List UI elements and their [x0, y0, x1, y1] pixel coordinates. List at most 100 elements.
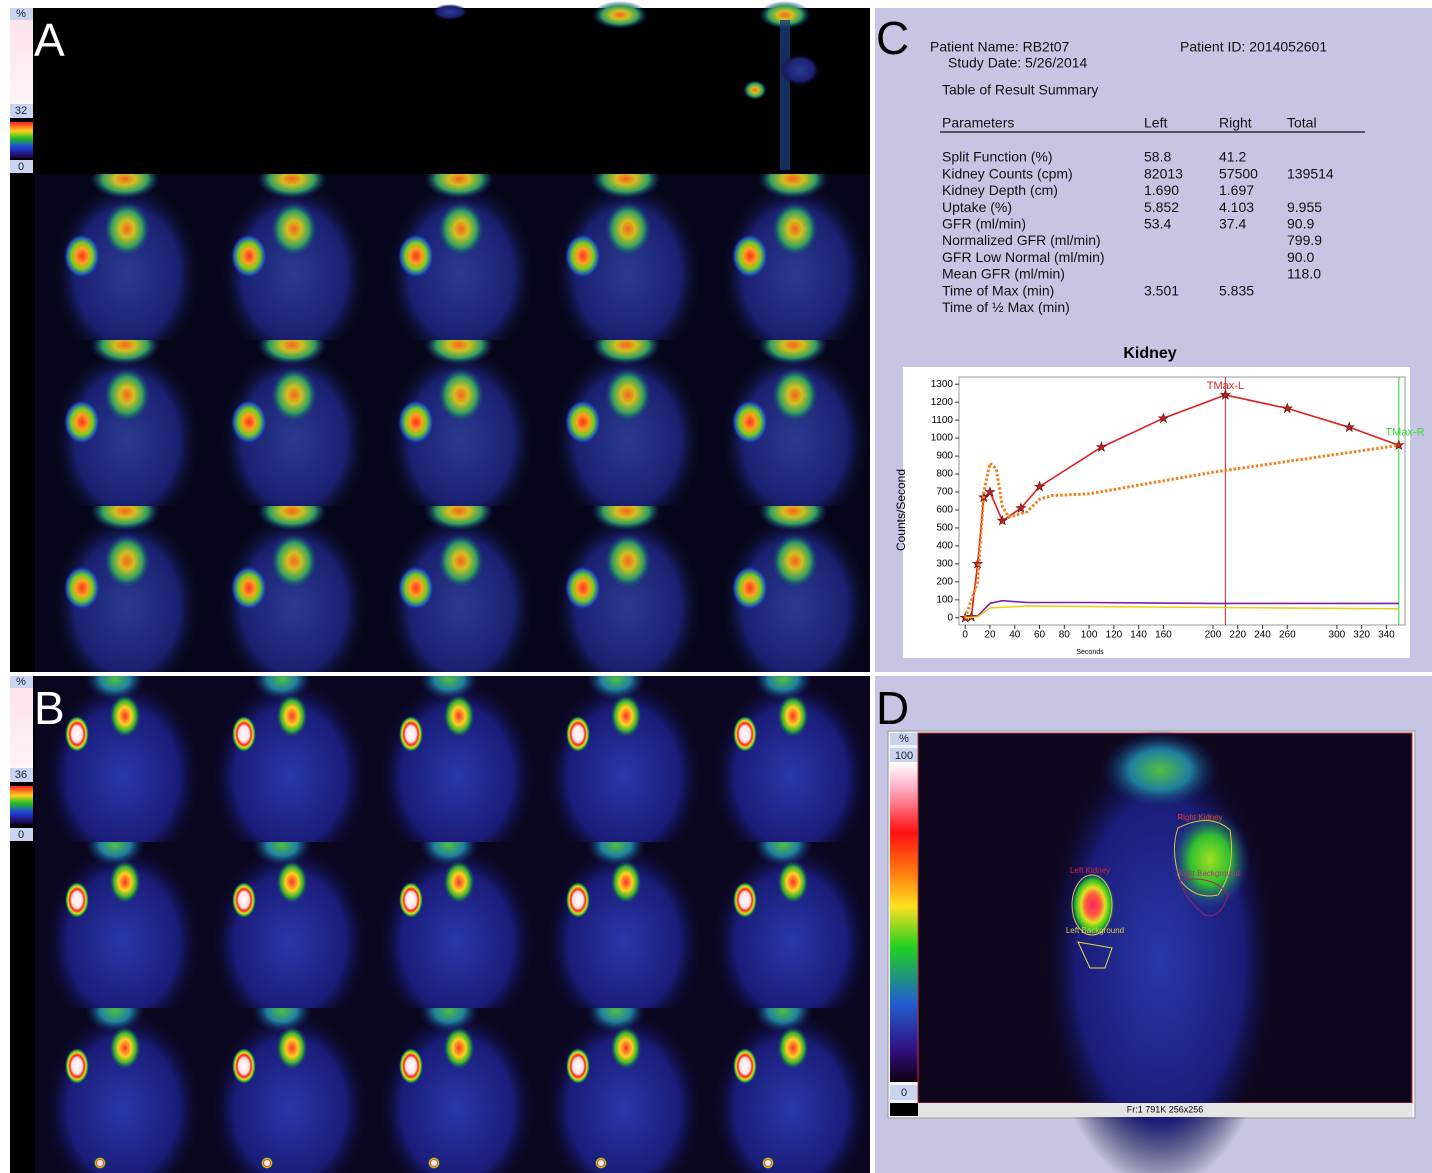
uptake	[592, 1, 648, 29]
marker	[1393, 439, 1405, 451]
table-cell: 57500	[1219, 165, 1258, 181]
vessel	[780, 20, 790, 170]
colorbar-pink	[10, 676, 33, 770]
chart: 0100200300400500600700800900100011001200…	[931, 377, 1425, 641]
roi	[1077, 941, 1113, 969]
panel-label: A	[34, 14, 65, 66]
colorbar-gradient	[890, 762, 918, 1082]
x-tick-label: 220	[1229, 630, 1246, 641]
colorbar-d: % 100 0	[890, 733, 918, 1116]
table-cell: 9.955	[1287, 199, 1322, 215]
table-cell: 41.2	[1219, 149, 1246, 165]
table-cell: 799.9	[1287, 232, 1322, 248]
x-tick-label: 200	[1205, 630, 1222, 641]
row-label: Mean GFR (ml/min)	[942, 266, 1065, 282]
x-tick-label: 20	[984, 630, 996, 641]
frame	[536, 174, 703, 340]
marker	[1343, 421, 1355, 433]
marker	[1033, 480, 1046, 492]
frame	[536, 340, 703, 506]
row-label: GFR (ml/min)	[942, 216, 1026, 232]
row-label: Split Function (%)	[942, 149, 1052, 165]
y-axis-label: Counts/Second	[894, 469, 908, 551]
table-cell: 90.0	[1287, 249, 1314, 265]
scale-unit: %	[16, 676, 26, 688]
frame	[369, 506, 536, 672]
table-cell: 1.690	[1144, 182, 1179, 198]
colorbar-cap	[10, 104, 33, 118]
marker	[1157, 412, 1170, 424]
y-tick-label: 1000	[931, 433, 954, 444]
table-cell: 5.835	[1219, 282, 1254, 298]
patient-id: Patient ID: 2014052601	[1180, 39, 1327, 55]
table-cell: 90.9	[1287, 216, 1314, 232]
table-header: Right	[1219, 115, 1252, 131]
colorbar-a: % 32 0	[10, 8, 33, 672]
marker	[1015, 502, 1027, 513]
row-label: Time of ½ Max (min)	[942, 299, 1070, 315]
y-tick-label: 900	[936, 451, 953, 462]
uptake	[780, 54, 820, 86]
table-cell: 5.852	[1144, 199, 1179, 215]
x-tick-label: 340	[1378, 630, 1395, 641]
roi-label: Right Kidney	[1177, 813, 1222, 822]
row-label: Time of Max (min)	[942, 282, 1054, 298]
scale-max: 32	[15, 105, 27, 117]
table-cell: 3.501	[1144, 282, 1179, 298]
colorbar-gradient	[10, 122, 33, 158]
y-tick-label: 100	[936, 594, 953, 605]
table-cell: 4.103	[1219, 199, 1254, 215]
table-cell: 1.697	[1219, 182, 1254, 198]
left-kidney	[1071, 873, 1115, 937]
colorbar-b: % 36 0	[10, 676, 33, 841]
panel-label: C	[876, 12, 909, 64]
row-label: Normalized GFR (ml/min)	[942, 232, 1101, 248]
marker	[984, 486, 996, 497]
x-tick-label: 60	[1034, 630, 1046, 641]
colorbar-cap	[10, 8, 33, 20]
marker	[1095, 441, 1108, 452]
y-tick-label: 1100	[931, 415, 953, 426]
roi-label: Left Background	[1066, 926, 1124, 935]
roi	[1174, 820, 1232, 897]
table-header: Left	[1144, 115, 1167, 131]
table-cell: 53.4	[1144, 216, 1171, 232]
colorbar-gradient	[10, 786, 33, 824]
frame	[35, 174, 202, 340]
uptake	[432, 4, 468, 20]
y-tick-label: 200	[936, 577, 953, 588]
y-tick-label: 300	[936, 559, 953, 570]
scale-min: 0	[901, 1087, 907, 1099]
x-tick-label: 300	[1329, 630, 1346, 641]
frame	[536, 506, 703, 672]
status-text: Fr:1 791K 256x256	[1127, 1104, 1204, 1114]
y-tick-label: 1200	[931, 397, 954, 408]
frame	[202, 1008, 369, 1173]
uptake	[428, 1157, 440, 1169]
uptake	[595, 1157, 607, 1169]
table-cell: 82013	[1144, 165, 1183, 181]
x-tick-label: 240	[1254, 630, 1271, 641]
patient-name: Patient Name: RB2t07	[930, 39, 1070, 55]
frame	[369, 1008, 536, 1173]
colorbar-cap	[890, 748, 918, 762]
series-line	[965, 394, 1400, 619]
x-tick-label: 260	[1279, 630, 1296, 641]
x-tick-label: 100	[1081, 630, 1098, 641]
scale-min: 0	[18, 829, 24, 841]
y-tick-label: 0	[947, 612, 953, 623]
uptake	[94, 1157, 106, 1169]
table-cell: 37.4	[1219, 216, 1246, 232]
table-cell: 139514	[1287, 165, 1334, 181]
scale-max: 36	[15, 769, 27, 781]
row-label: Kidney Depth (cm)	[942, 182, 1058, 198]
annotation: TMax-R	[1385, 427, 1424, 439]
y-tick-label: 500	[936, 523, 953, 534]
frame	[703, 340, 870, 506]
uptake	[762, 1157, 774, 1169]
scale-min: 0	[18, 161, 24, 173]
row-label: Kidney Counts (cpm)	[942, 165, 1073, 181]
frame	[35, 506, 202, 672]
uptake	[743, 80, 767, 100]
